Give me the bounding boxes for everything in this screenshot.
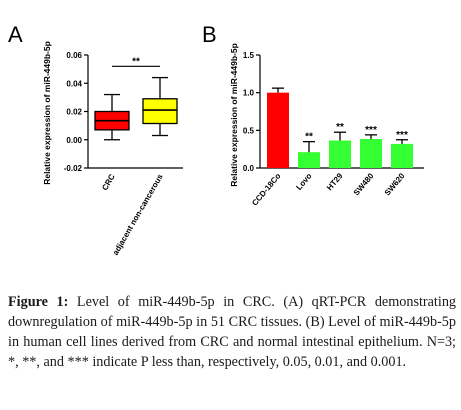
panel-b-bar: [360, 138, 382, 168]
panel-b-x-label: CCD-18Co: [250, 171, 282, 207]
panel-a-x-label: CRC: [100, 172, 117, 192]
panel-b-y-tick-label: 1.5: [243, 51, 255, 60]
panel-b-bars: **** *** ***: [267, 87, 413, 168]
panel-b-bar: [329, 140, 351, 168]
panel-b-significance-label: **: [336, 122, 344, 133]
panel-a-ylabel: Relative expression of miR-449b-5p: [42, 41, 52, 185]
panel-a-y-tick-label: 0.02: [66, 108, 82, 117]
panel-b-bar: [391, 143, 413, 168]
panel-a-significance: **: [112, 56, 160, 67]
panel-b-significance-label: ***: [396, 130, 408, 141]
panel-b-significance-label: ***: [365, 125, 377, 136]
panel-b-x-label: HT29: [325, 171, 345, 192]
panel-b-ylabel: Relative expression of miR-449b-5p: [229, 43, 239, 187]
panel-a-letter: A: [8, 22, 23, 47]
panel-a-boxes: [94, 76, 178, 141]
panel-a-box: [142, 98, 178, 125]
panel-b-y-axis: 0.0 0.5 1.0 1.5: [243, 51, 260, 173]
panel-a-y-axis: -0.02 0.00 0.02 0.04 0.06: [64, 51, 88, 173]
figure-caption: Figure 1: Level of miR-449b-5p in CRC. (…: [8, 292, 456, 372]
panel-b-bar: [298, 152, 320, 168]
panel-b-x-label: SW480: [352, 171, 376, 197]
panel-b-x-label: Lovo: [294, 171, 313, 192]
panel-b-significance-label: **: [305, 132, 313, 143]
panel-a-y-tick-label: -0.02: [64, 164, 83, 173]
panel-b-letter: B: [202, 22, 217, 47]
panel-a-x-label: adjacent non-cancerous: [111, 172, 165, 257]
panel-a-significance-label: **: [132, 56, 140, 67]
panel-a-y-tick-label: 0.06: [66, 51, 82, 60]
panel-b-y-tick-label: 1.0: [243, 89, 255, 98]
panel-b-x-label: SW620: [383, 171, 407, 197]
panel-b: B Relative expression of miR-449b-5p 0.0…: [202, 22, 424, 208]
panel-b-bar: [267, 92, 289, 168]
panel-b-x-labels: CCD-18Co Lovo HT29 SW480 SW620: [250, 171, 407, 208]
panel-a-y-tick-label: 0.04: [66, 79, 82, 88]
panel-a-y-tick-label: 0.00: [66, 136, 82, 145]
caption-lead: Figure 1:: [8, 294, 69, 310]
caption-text: Level of miR-449b-5p in CRC. (A) qRT-PCR…: [8, 294, 457, 370]
panel-b-y-tick-label: 0.5: [243, 126, 255, 135]
panel-b-y-tick-label: 0.0: [243, 164, 255, 173]
panel-a: A Relative expression of miR-449b-5p -0.…: [8, 22, 183, 257]
figure: A Relative expression of miR-449b-5p -0.…: [8, 22, 424, 257]
